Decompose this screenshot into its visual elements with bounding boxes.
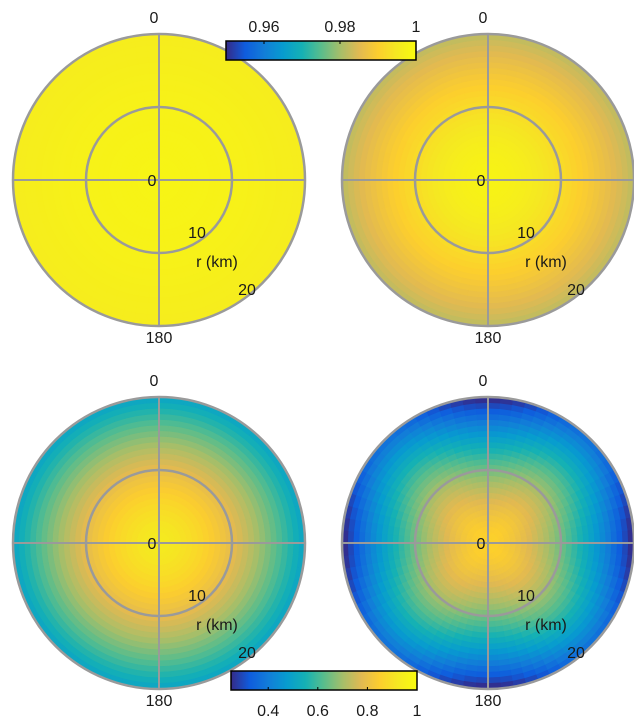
radius-tick-label: 10: [517, 225, 535, 242]
polar-panel-top-right: 0 180 0 10 r (km)20: [340, 10, 634, 347]
radius-tick-label: 20: [567, 282, 585, 299]
radius-tick-label: 0: [477, 173, 486, 190]
grid-ring-10km: [84, 105, 234, 255]
radius-axis-label: r (km): [525, 254, 567, 271]
angle-label-top: 0: [150, 10, 159, 27]
radius-tick-label: 0: [148, 173, 157, 190]
plot-outline: [11, 32, 307, 328]
angle-label-top: 0: [479, 10, 488, 27]
angle-label-bottom: 180: [146, 330, 173, 347]
radius-axis-label: r (km): [196, 254, 238, 271]
radius-tick-label: 20: [238, 282, 256, 299]
radius-tick-label: 10: [188, 225, 206, 242]
polar-panel-top-left: 0 180 0 10 r (km)20: [11, 10, 307, 347]
angle-label-bottom: 180: [475, 330, 502, 347]
